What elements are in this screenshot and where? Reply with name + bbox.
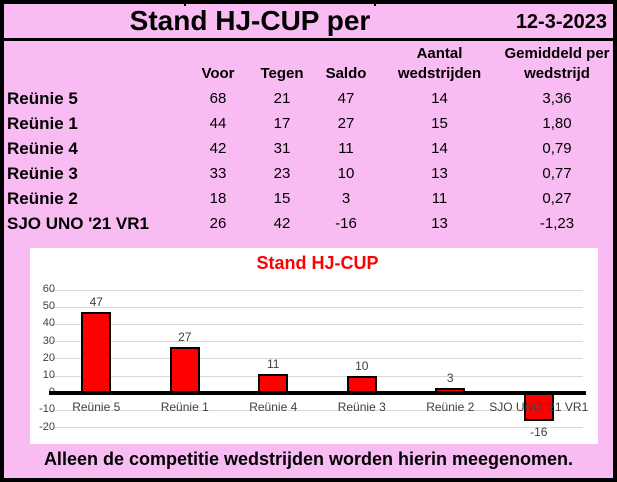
saldo-value: 10 (337, 165, 355, 182)
gemiddeld-value: 0,79 (542, 140, 572, 157)
saldo-value: 27 (337, 115, 355, 132)
bar-value-label: 11 (267, 357, 280, 372)
voor-value: 68 (209, 90, 227, 107)
aantal-value: 13 (431, 165, 448, 182)
top-cell-divider-left (184, 0, 186, 6)
team-name: Reünie 5 (7, 88, 78, 108)
chart-gridline (52, 427, 583, 429)
chart-gridline (52, 289, 583, 291)
x-axis-category-label: Reünie 1 (160, 400, 209, 415)
gemiddeld-value: -1,23 (539, 215, 575, 232)
voor-value: 33 (209, 165, 227, 182)
tegen-value: 23 (273, 165, 291, 182)
bar-value-label: 27 (178, 329, 192, 344)
aantal-value: 15 (431, 115, 448, 132)
column-header-aantal-line1: Aantal (416, 45, 463, 62)
header-spacer (0, 64, 186, 84)
y-axis-tick-label: 50 (42, 300, 55, 313)
header-spacer (250, 44, 314, 64)
y-axis-tick-label: 20 (42, 351, 55, 364)
saldo-value: 11 (338, 140, 354, 157)
voor-value: 18 (209, 190, 227, 207)
column-header-saldo: Saldo (325, 65, 367, 82)
tegen-value: 17 (273, 115, 291, 132)
y-axis-tick-label: -10 (39, 403, 55, 416)
page-title: Stand HJ-CUP per (129, 5, 371, 36)
top-cell-divider-right (374, 0, 376, 6)
y-axis-tick-label: 60 (42, 283, 55, 295)
report-date: 12-3-2023 (515, 11, 607, 33)
header-spacer (0, 44, 186, 64)
column-header-aantal-line2: wedstrijden (397, 65, 482, 82)
y-axis-tick-label: 30 (42, 334, 55, 347)
chart-title: Stand HJ-CUP (256, 253, 379, 273)
column-header-voor: Voor (201, 65, 235, 82)
bar-value-label: 47 (89, 295, 103, 310)
tegen-value: 21 (273, 90, 291, 107)
aantal-value: 14 (431, 90, 448, 107)
gemiddeld-value: 0,27 (542, 190, 572, 207)
header-spacer (314, 44, 378, 64)
chart-bar (169, 346, 200, 394)
x-axis-line (49, 391, 586, 396)
aantal-value: 11 (431, 190, 448, 207)
x-axis-category-label: Reünie 5 (72, 400, 121, 415)
column-header-gemiddeld-line1: Gemiddeld per (504, 45, 610, 62)
table-header: Aantal Gemiddeld per Voor Tegen Saldo we… (0, 44, 613, 84)
y-axis-tick-label: -20 (39, 420, 55, 433)
tegen-value: 42 (273, 215, 291, 232)
aantal-value: 14 (431, 140, 448, 157)
tegen-value: 15 (273, 190, 291, 207)
y-axis-tick-label: 10 (42, 369, 55, 381)
chart-gridline (52, 323, 583, 325)
saldo-value: 47 (337, 90, 355, 107)
chart-gridline (52, 306, 583, 308)
team-name: Reünie 2 (7, 188, 78, 208)
aantal-value: 13 (431, 215, 448, 232)
bar-value-label: -16 (530, 424, 548, 439)
voor-value: 42 (209, 140, 227, 157)
team-name: Reünie 3 (7, 163, 78, 183)
voor-value: 44 (209, 115, 227, 132)
table-row: Reünie 5 68 21 47 14 3,36 (0, 86, 613, 111)
header-spacer (186, 44, 250, 64)
team-name: SJO UNO '21 VR1 (7, 213, 149, 233)
x-axis-category-label: Reünie 3 (337, 400, 386, 415)
gemiddeld-value: 3,36 (542, 90, 572, 107)
chart-gridline (52, 358, 583, 360)
standings-table: Reünie 5 68 21 47 14 3,36 Reünie 1 44 17… (0, 86, 613, 236)
column-header-gemiddeld-line2: wedstrijd (524, 65, 590, 82)
table-row: SJO UNO '21 VR1 26 42 -16 13 -1,23 (0, 211, 613, 236)
footer-note: Alleen de competitie wedstrijden worden … (43, 449, 574, 469)
table-row: Reünie 3 33 23 10 13 0,77 (0, 161, 613, 186)
table-row: Reünie 1 44 17 27 15 1,80 (0, 111, 613, 136)
saldo-value: 3 (341, 190, 351, 207)
chart-bar (81, 312, 112, 394)
x-axis-category-label: SJO UNO '21 VR1 (489, 400, 589, 415)
bar-value-label: 3 (446, 371, 454, 386)
voor-value: 26 (209, 215, 227, 232)
team-name: Reünie 1 (7, 113, 78, 133)
table-row: Reünie 2 18 15 3 11 0,27 (0, 186, 613, 211)
tegen-value: 31 (273, 140, 291, 157)
chart-gridline (52, 375, 583, 377)
gemiddeld-value: 1,80 (542, 115, 572, 132)
y-axis-tick-label: 40 (42, 317, 55, 330)
column-header-tegen: Tegen (260, 65, 304, 82)
team-name: Reünie 4 (7, 138, 78, 158)
chart-gridline (52, 341, 583, 343)
table-row: Reünie 4 42 31 11 14 0,79 (0, 136, 613, 161)
chart-gridline (52, 409, 583, 411)
gemiddeld-value: 0,77 (542, 165, 572, 182)
saldo-value: -16 (335, 215, 357, 232)
bar-value-label: 10 (355, 359, 369, 373)
title-divider (0, 38, 617, 41)
x-axis-category-label: Reünie 2 (426, 400, 475, 415)
x-axis-category-label: Reünie 4 (249, 400, 298, 415)
